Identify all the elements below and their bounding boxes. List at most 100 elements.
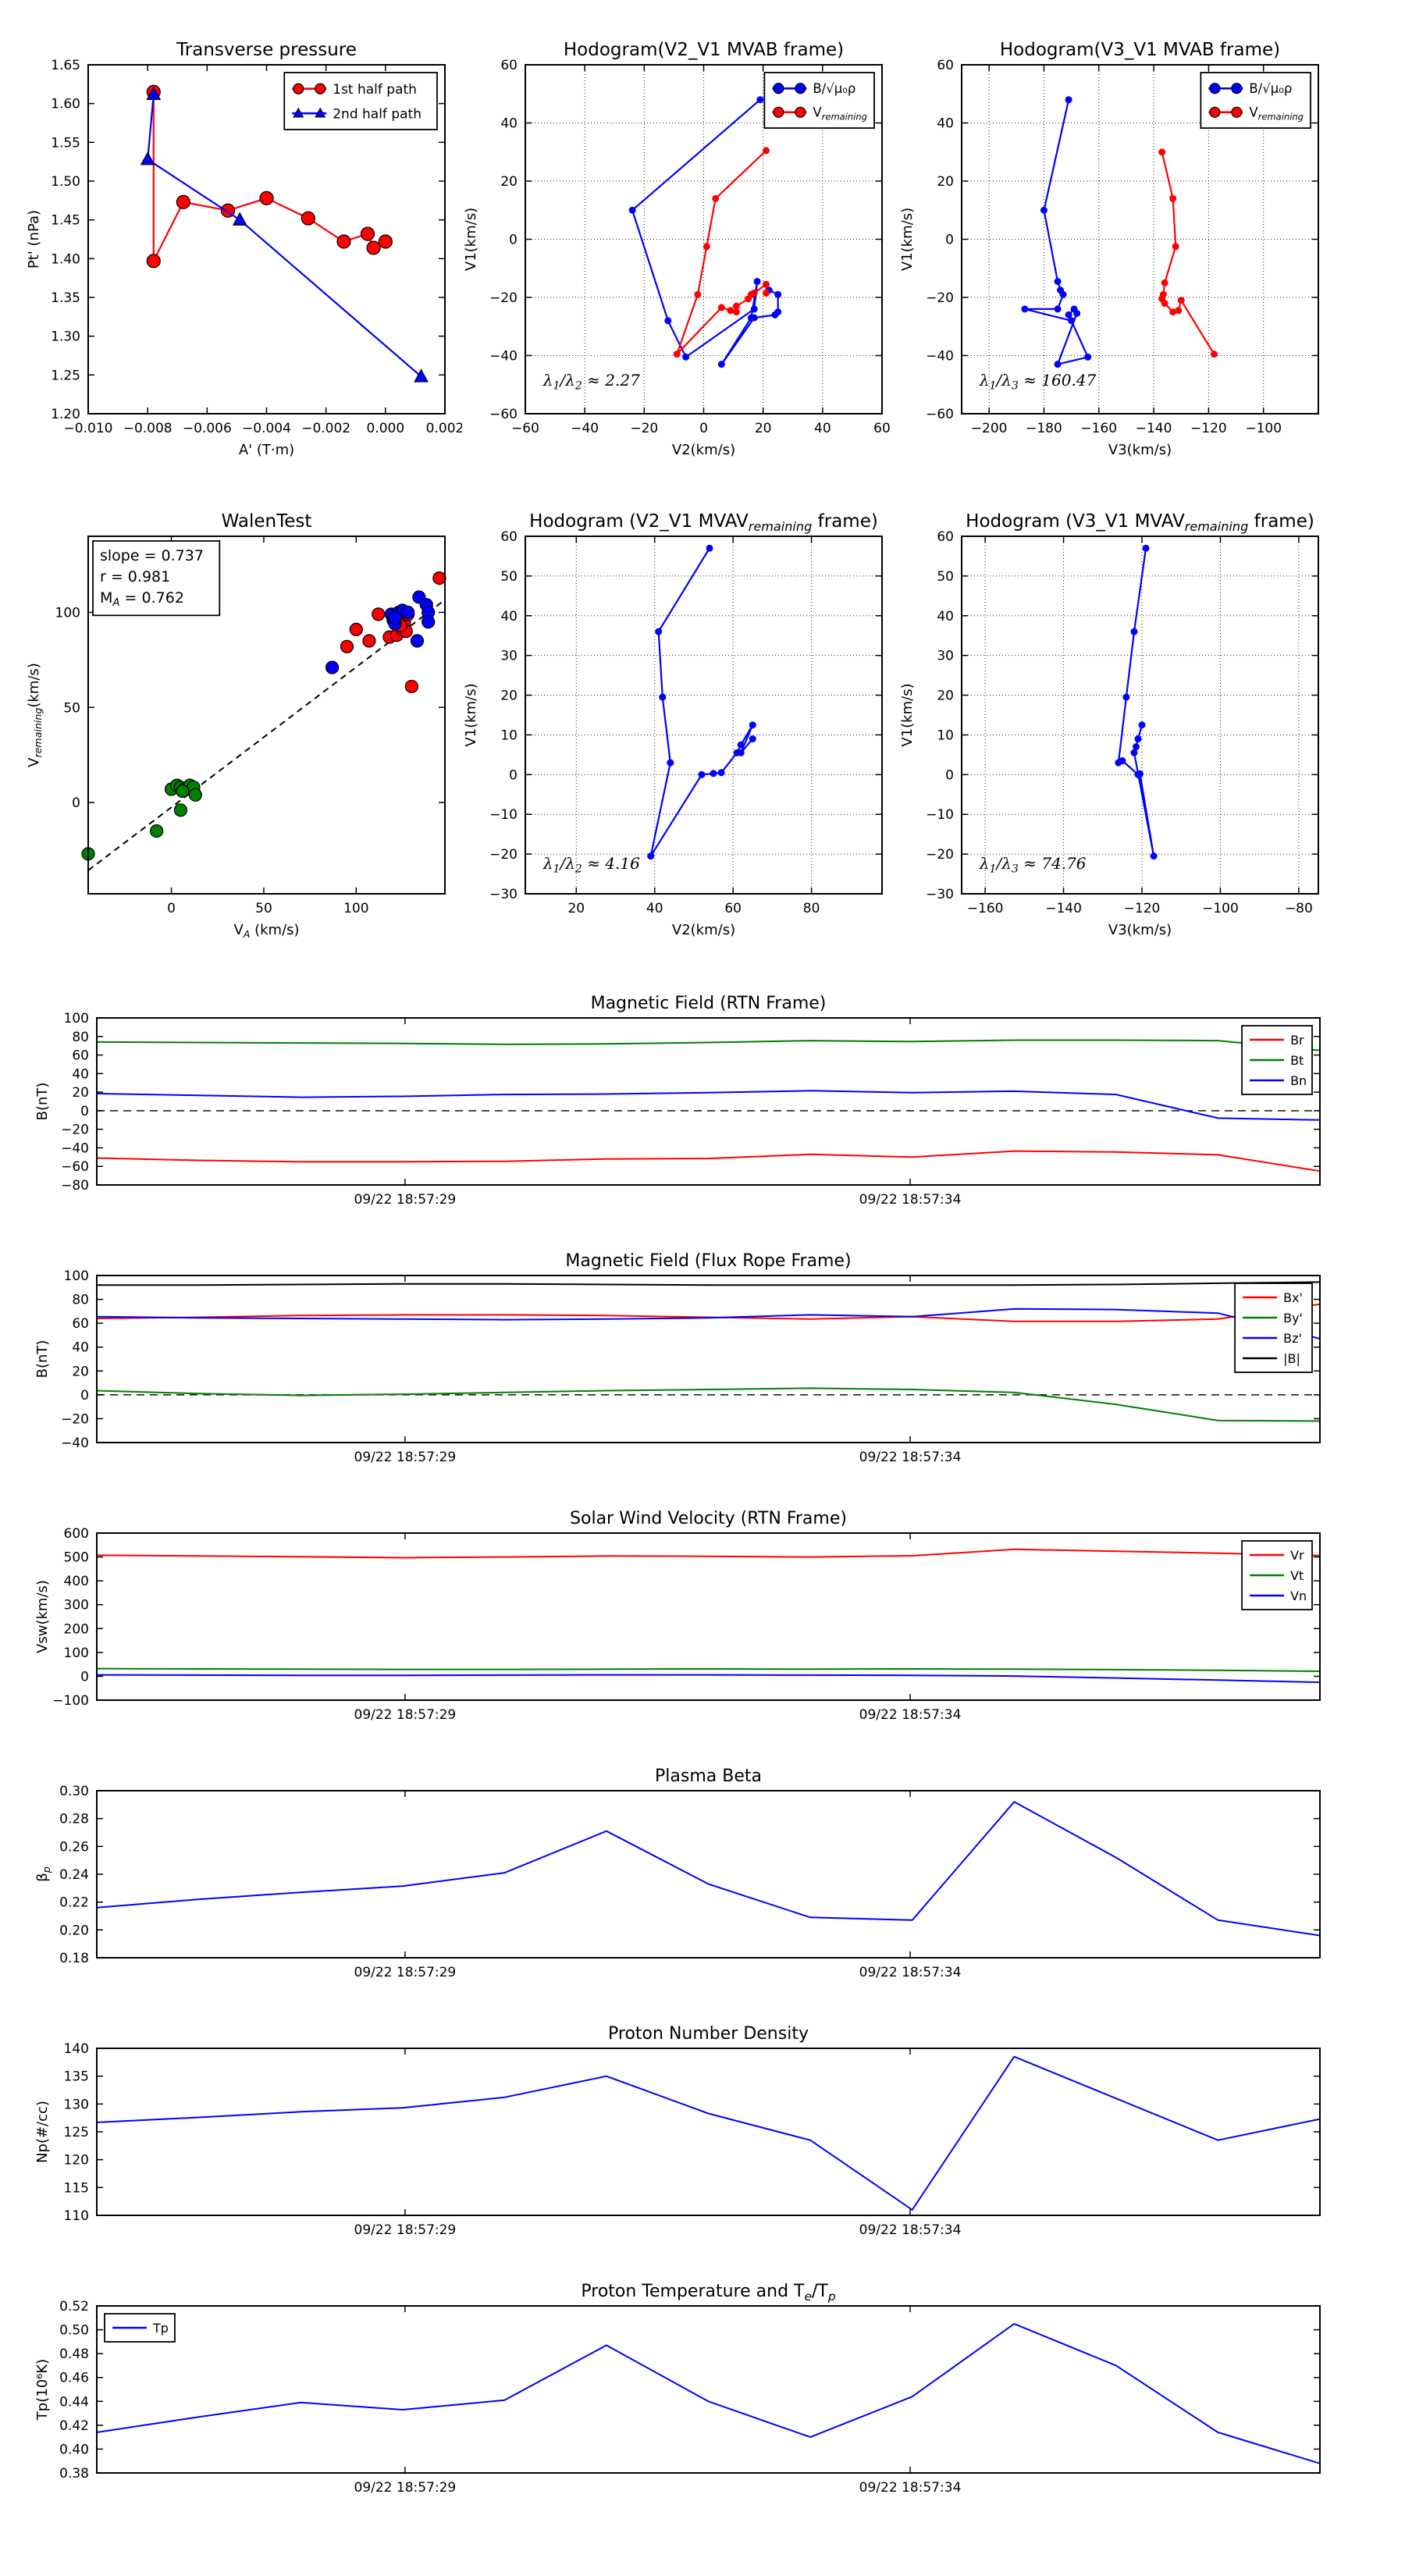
walen-test-series-fit xyxy=(87,599,446,871)
svg-text:Vremaining: Vremaining xyxy=(1249,105,1304,123)
hodogram-v2v1-mvab-ytick-6: 60 xyxy=(500,58,518,73)
hodogram-v3v1-mvav-axes-frame xyxy=(961,535,1319,895)
hodogram-v2v1-mvav-xtick-3: 80 xyxy=(803,901,820,916)
transverse-pressure-series-1sthalfpath xyxy=(146,84,393,269)
plot-magnetic-field-rtn: 09/22 18:57:29 09/22 18:57:34 −80 −60 −40 −20… xyxy=(34,994,1321,1208)
magnetic-field-flux-rope-series-by xyxy=(96,1387,1321,1422)
hodogram-v2v1-mvav-ytick-6: 30 xyxy=(500,649,518,664)
magnetic-field-rtn-ylabel: B(nT) xyxy=(34,1083,51,1121)
solar-wind-velocity-rtn-legend-entry-0: Vr xyxy=(1250,1548,1304,1563)
hodogram-v2v1-mvav-ytick-1: −20 xyxy=(489,847,518,863)
plot-hodogram-v2v1-mvab: −60 −40 −20 0 20 40 60 −60 −40 −20 0 20 40 60 Hodogram… xyxy=(463,40,891,458)
hodogram-v2v1-mvab-xtick-4: 20 xyxy=(755,421,772,436)
magnetic-field-rtn-ytick-5: 20 xyxy=(72,1085,89,1101)
hodogram-v2v1-mvab-ticks xyxy=(525,64,883,415)
magnetic-field-flux-rope-ytick-1: −20 xyxy=(61,1411,89,1427)
magnetic-field-flux-rope-ytick-6: 80 xyxy=(72,1293,89,1308)
hodogram-v3v1-mvav-ytick-7: 40 xyxy=(937,609,954,624)
hodogram-v3v1-mvav-xtick-3: −100 xyxy=(1202,901,1239,916)
hodogram-v3v1-mvav-ylabel: V1(km/s) xyxy=(899,683,916,746)
magnetic-field-flux-rope-ticks xyxy=(97,1275,1320,1443)
hodogram-v2v1-mvav-grid xyxy=(525,536,882,894)
plasma-beta-ytick-5: 0.28 xyxy=(59,1812,89,1827)
proton-number-density-ticks xyxy=(97,2048,1320,2216)
svg-text:2nd half path: 2nd half path xyxy=(333,106,422,122)
hodogram-v2v1-mvav-ticks xyxy=(525,535,882,895)
solar-wind-velocity-rtn-title: Solar Wind Velocity (RTN Frame) xyxy=(570,1509,847,1528)
proton-number-density-ylabel: Np(#/cc) xyxy=(34,2101,51,2163)
hodogram-v2v1-mvab-title: Hodogram(V2_V1 MVAB frame) xyxy=(564,40,844,60)
hodogram-v2v1-mvav-ytick-5: 20 xyxy=(500,688,518,704)
proton-temperature-ytick-1: 0.40 xyxy=(59,2442,89,2457)
walen-test-title: WalenTest xyxy=(222,511,312,532)
walen-test-ytick-0: 0 xyxy=(72,795,80,811)
proton-number-density-ytick-1: 115 xyxy=(64,2180,89,2196)
hodogram-v2v1-mvab-ytick-3: 0 xyxy=(509,233,518,248)
plasma-beta-ytick-2: 0.22 xyxy=(59,1895,89,1911)
hodogram-v2v1-mvab-xtick-5: 40 xyxy=(814,421,831,436)
solar-wind-velocity-rtn-ytick-6: 500 xyxy=(64,1550,89,1566)
magnetic-field-flux-rope-series-b xyxy=(97,1281,1321,1286)
hodogram-v2v1-mvab-legend: B/√μ₀ρ Vremaining xyxy=(763,72,875,129)
magnetic-field-flux-rope-ytick-0: −40 xyxy=(61,1436,89,1451)
transverse-pressure-ytick-1: 1.25 xyxy=(51,368,80,383)
proton-number-density-ytick-0: 110 xyxy=(64,2208,89,2224)
hodogram-v3v1-mvav-ytick-8: 50 xyxy=(937,569,954,585)
hodogram-v3v1-mvab-legend-entry-1: Vremaining xyxy=(1208,105,1304,123)
hodogram-v3v1-mvab-xtick-1: −180 xyxy=(1026,421,1062,436)
proton-temperature-ticks xyxy=(97,2305,1320,2474)
solar-wind-velocity-rtn-ylabel: Vsw(km/s) xyxy=(34,1580,51,1653)
plasma-beta-ylabel: βp xyxy=(34,1866,52,1882)
svg-text:1st half path: 1st half path xyxy=(333,82,417,98)
magnetic-field-rtn-axes-frame xyxy=(96,1017,1321,1186)
magnetic-field-rtn-legend-entry-0: Br xyxy=(1250,1033,1304,1048)
hodogram-v2v1-mvav-ytick-2: −10 xyxy=(489,807,518,823)
magnetic-field-flux-rope-ytick-7: 100 xyxy=(64,1268,89,1284)
solar-wind-velocity-rtn-ytick-2: 100 xyxy=(64,1646,89,1661)
hodogram-v3v1-mvab-series-vremaining xyxy=(1158,148,1218,358)
hodogram-v3v1-mvab-ytick-0: −60 xyxy=(926,407,954,422)
walen-test-ytick-2: 100 xyxy=(55,605,80,621)
transverse-pressure-xtick-0: −0.010 xyxy=(64,421,113,436)
proton-temperature-ytick-5: 0.48 xyxy=(59,2347,89,2362)
hodogram-v3v1-mvab-ylabel: V1(km/s) xyxy=(899,208,916,271)
plot-magnetic-field-flux-rope: 09/22 18:57:29 09/22 18:57:34 −40 −20 0 20 40 6… xyxy=(34,1251,1321,1465)
transverse-pressure-legend: 1st half path 2nd half path xyxy=(283,72,438,130)
hodogram-v3v1-mvab-ytick-6: 60 xyxy=(937,58,954,73)
walen-test-xtick-1: 50 xyxy=(255,901,272,916)
transverse-pressure-ytick-5: 1.45 xyxy=(51,213,80,229)
hodogram-v3v1-mvab-xtick-3: −140 xyxy=(1136,421,1172,436)
walen-test-xtick-0: 0 xyxy=(167,901,176,916)
svg-text:Tp: Tp xyxy=(152,2321,169,2336)
solar-wind-velocity-rtn-ytick-5: 400 xyxy=(64,1574,89,1589)
transverse-pressure-xtick-2: −0.006 xyxy=(183,421,232,436)
hodogram-v3v1-mvav-title: Hodogram (V3_V1 MVAVremaining frame) xyxy=(966,511,1314,534)
transverse-pressure-series-2ndhalfpath xyxy=(140,86,429,382)
proton-number-density-xtick-0: 09/22 18:57:29 xyxy=(354,2222,457,2238)
hodogram-v2v1-mvab-ytick-5: 40 xyxy=(500,116,518,132)
transverse-pressure-legend-entry-1: 2nd half path xyxy=(292,106,422,122)
plasma-beta-tick-labels: 09/22 18:57:29 09/22 18:57:34 0.18 0.20 0.22… xyxy=(59,1784,961,1980)
walen-test-xlabel: VA (km/s) xyxy=(233,922,299,940)
magnetic-field-rtn-series-br xyxy=(96,1150,1321,1172)
transverse-pressure-xlabel: A' (T·m) xyxy=(239,442,294,458)
walen-test-ticks xyxy=(88,536,445,894)
hodogram-v2v1-mvav-annotation: λ1/λ2 ≈ 4.16 xyxy=(542,854,640,875)
solar-wind-velocity-rtn-tick-labels: 09/22 18:57:29 09/22 18:57:34 −100 0 100 200 3… xyxy=(52,1526,961,1723)
hodogram-v2v1-mvav-ytick-9: 60 xyxy=(500,529,518,545)
plot-solar-wind-velocity-rtn: 09/22 18:57:29 09/22 18:57:34 −100 0 100 200 3… xyxy=(34,1509,1321,1723)
plot-hodogram-v3v1-mvav: −160 −140 −120 −100 −80−30−20−10010203040506… xyxy=(899,511,1319,938)
proton-temperature-ytick-2: 0.42 xyxy=(59,2418,89,2434)
magnetic-field-flux-rope-axes-frame xyxy=(96,1275,1321,1443)
proton-temperature-ytick-0: 0.38 xyxy=(59,2466,89,2482)
hodogram-v2v1-mvab-legend-entry-1: Vremaining xyxy=(772,105,867,122)
hodogram-v3v1-mvab-annotation: λ1/λ3 ≈ 160.47 xyxy=(979,371,1097,392)
plot-walen-test: 0 50 100 0 50 100 WalenTest VA (km/s) Vremaining… xyxy=(26,511,446,940)
proton-temperature-xtick-0: 09/22 18:57:29 xyxy=(354,2480,457,2496)
hodogram-v2v1-mvab-ytick-1: −40 xyxy=(489,349,518,365)
walen-test-statbox: slope = 0.737 r = 0.981 MA = 0.762 xyxy=(92,540,221,617)
plasma-beta-ytick-4: 0.26 xyxy=(59,1839,89,1855)
proton-temperature-title: Proton Temperature and Te/Tp xyxy=(581,2282,835,2304)
hodogram-v3v1-mvab-legend: B/√μ₀ρ Vremaining xyxy=(1200,72,1311,129)
hodogram-v3v1-mvav-ytick-2: −10 xyxy=(926,807,954,823)
